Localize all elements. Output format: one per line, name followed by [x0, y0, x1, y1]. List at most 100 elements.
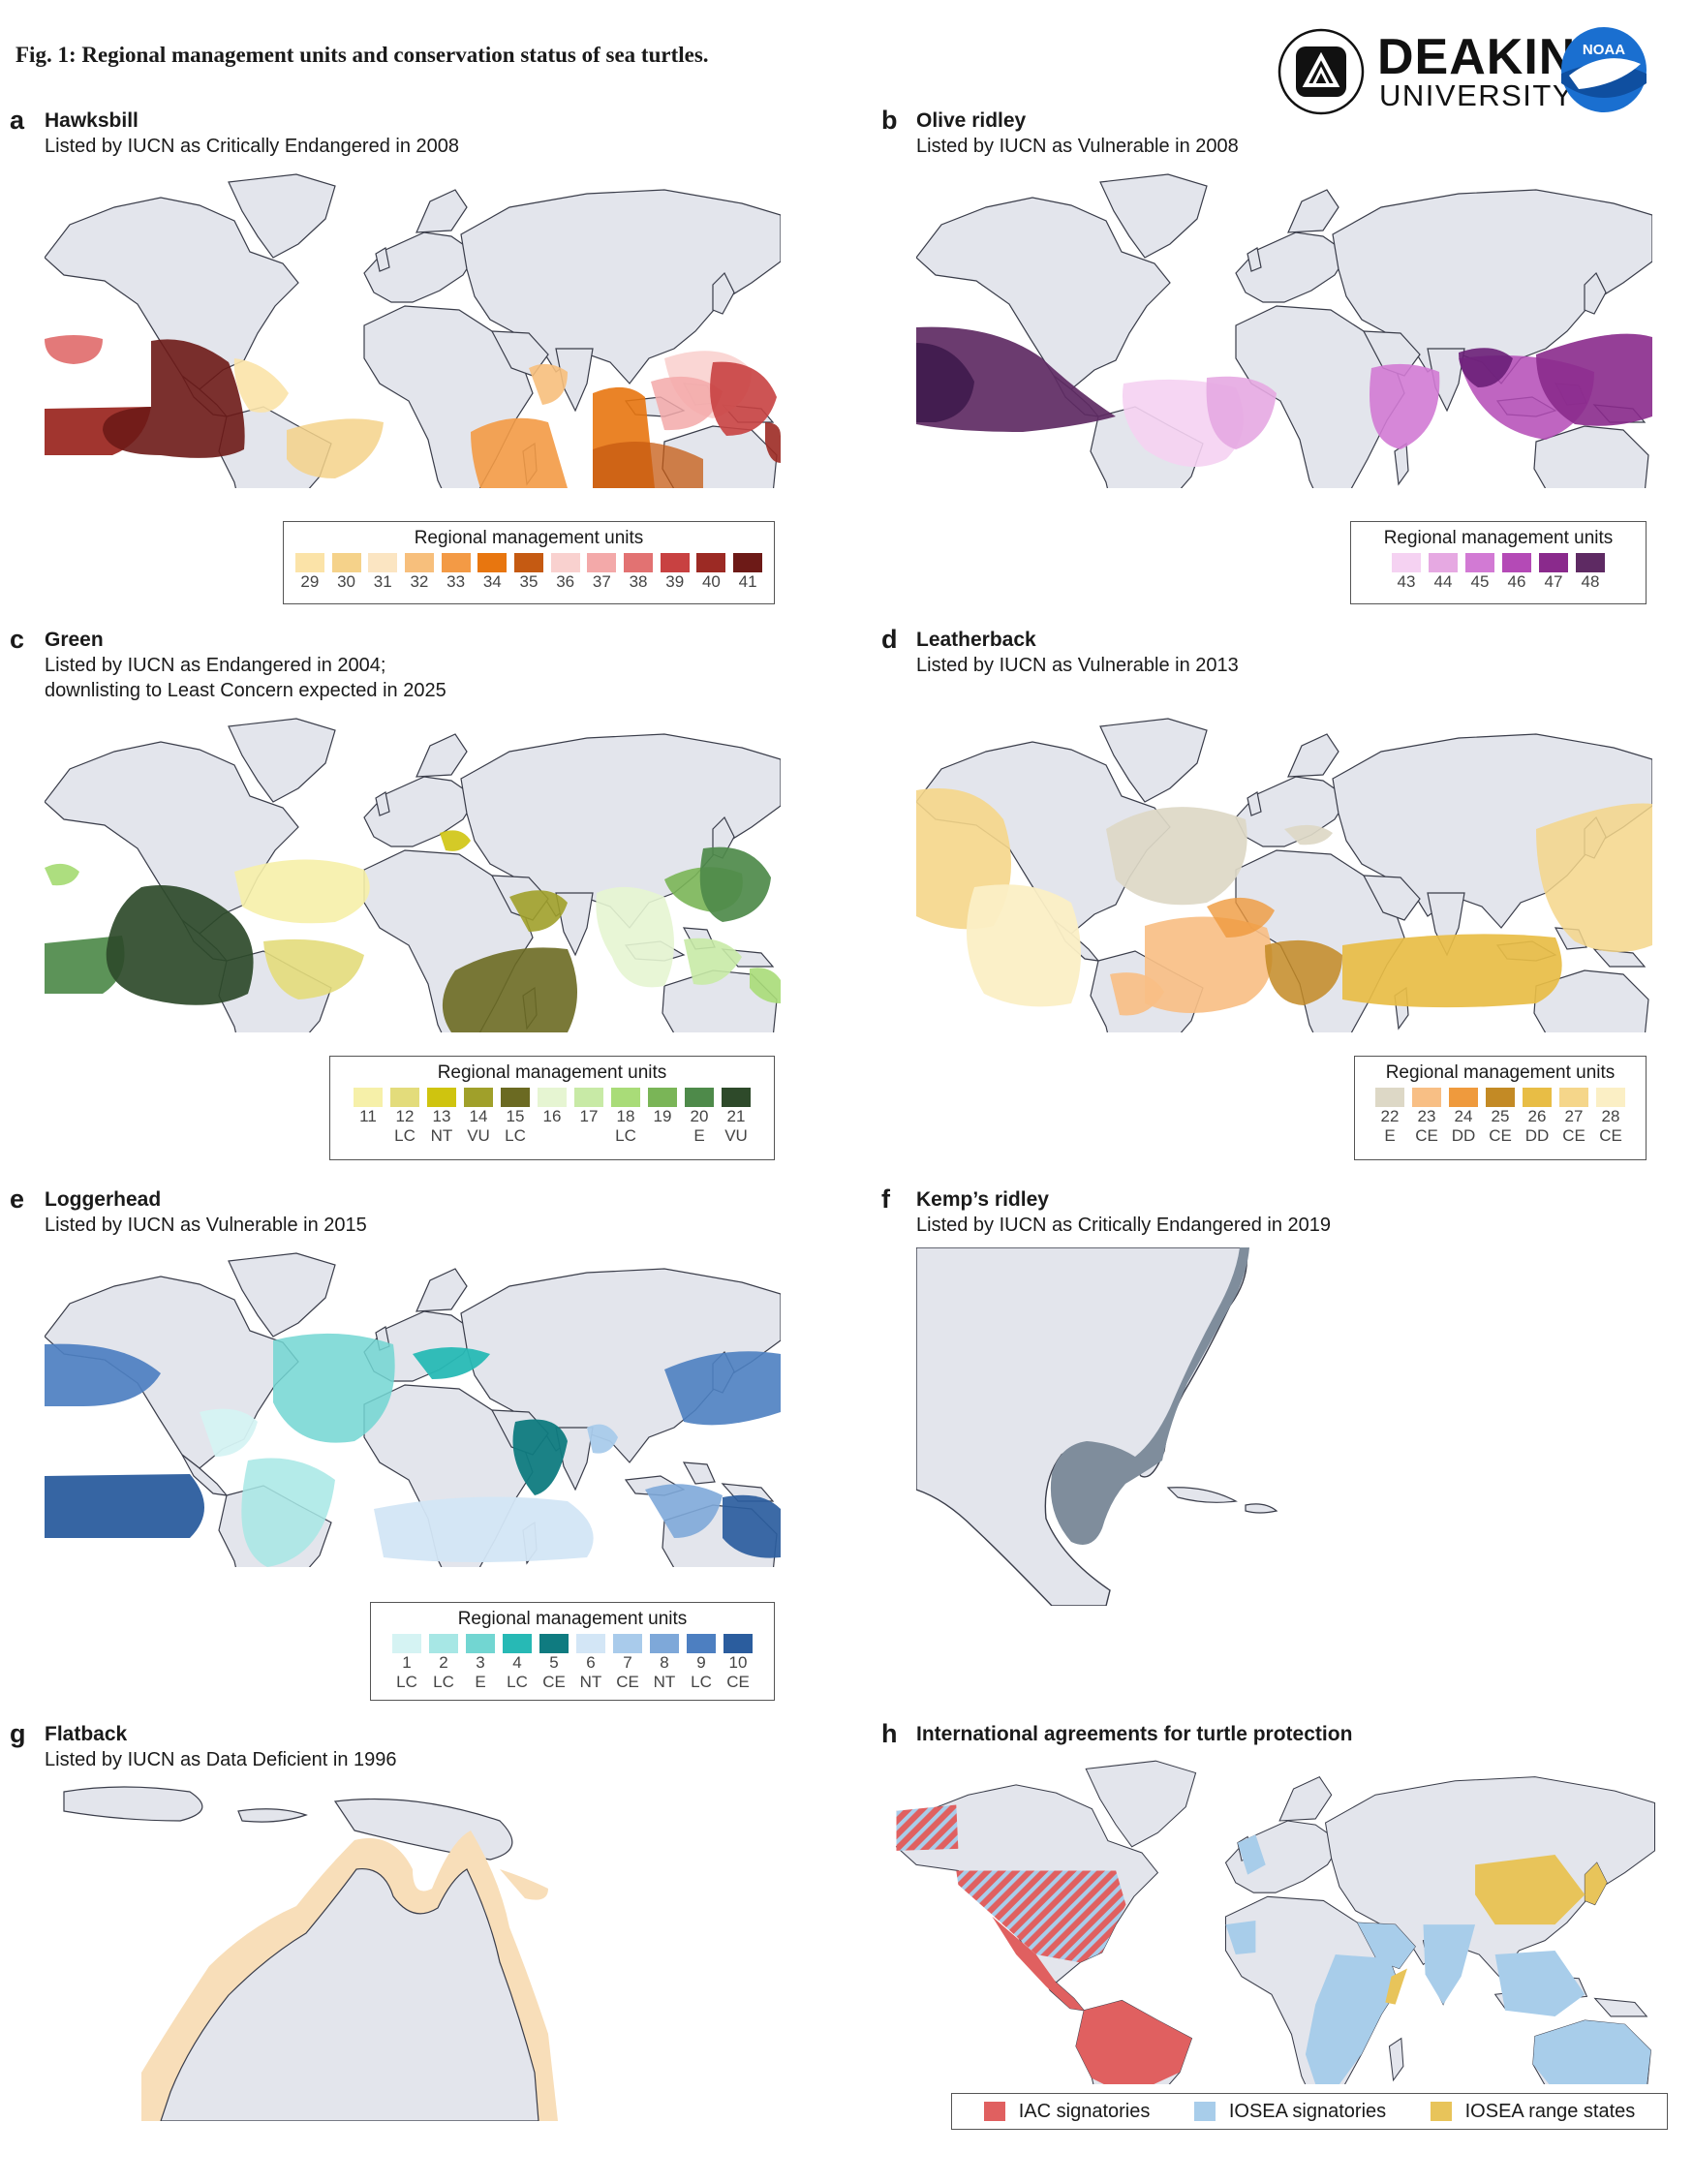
legend-unit-status: CE: [1415, 1126, 1438, 1145]
legend-swatch-4: [503, 1634, 532, 1653]
legend-h-swatch-iosea: [1193, 2102, 1216, 2121]
rmu-12: [263, 938, 364, 1000]
region-europe: [1237, 1834, 1266, 1875]
map-leatherback-svg: [916, 718, 1652, 1032]
legend-b-row: 43 44 45 46 47 48: [1361, 553, 1636, 592]
legend-unit-number: 34: [482, 572, 502, 591]
legend-swatch-2: [429, 1634, 458, 1653]
legend-swatch-10: [723, 1634, 753, 1653]
legend-unit-status: DD: [1524, 1126, 1550, 1145]
legend-unit-status: LC: [691, 1673, 712, 1691]
legend-unit-number: 15: [506, 1107, 525, 1125]
panel-h-label: h: [881, 1719, 898, 1748]
legend-unit-number: 5: [549, 1653, 559, 1672]
rmu-16: [596, 886, 674, 988]
legend-unit-status: CE: [1599, 1126, 1622, 1145]
legend-swatch-19: [648, 1088, 677, 1107]
map-agreements-svg: [895, 1760, 1656, 2084]
legend-unit-number: 40: [701, 572, 721, 591]
legend-a: Regional management units 29 30 31 32 33 34 35…: [283, 521, 775, 604]
rmu-47b: [1459, 348, 1513, 387]
country-usa: [956, 1870, 1126, 1963]
legend-swatch-7: [613, 1634, 642, 1653]
legend-unit-number: 36: [556, 572, 575, 591]
legend-key-20: 20 E: [683, 1088, 716, 1146]
rmu-25: [1265, 939, 1342, 1005]
noaa-text: NOAA: [1583, 42, 1625, 58]
legend-swatch-3: [466, 1634, 495, 1653]
legend-unit-number: 3: [476, 1653, 485, 1672]
panel-c-subtitle: Listed by IUCN as Endangered in 2004;: [45, 655, 386, 676]
legend-swatch-43: [1392, 553, 1421, 572]
legend-key-4: 4 LC: [501, 1634, 534, 1692]
legend-key-35: 35: [512, 553, 545, 592]
legend-unit-status: NT: [430, 1126, 453, 1145]
panel-a: a Hawksbill Listed by IUCN as Critically…: [10, 107, 781, 610]
land-cuba: [1166, 1487, 1238, 1503]
rmu-30: [287, 418, 384, 478]
legend-swatch-39: [660, 553, 690, 572]
panel-a-name: Hawksbill: [45, 109, 139, 132]
legend-h-label-iac: IAC signatories: [1018, 2100, 1151, 2122]
legend-key-8: 8 NT: [648, 1634, 681, 1692]
panel-e: e Loggerhead Listed by IUCN as Vulnerabl…: [10, 1185, 781, 1707]
legend-h-label-iosea: IOSEA signatories: [1228, 2100, 1387, 2122]
legend-swatch-23: [1412, 1088, 1441, 1107]
panel-b: b Olive ridley Listed by IUCN as Vulnera…: [881, 107, 1652, 610]
legend-unit-number: 12: [395, 1107, 415, 1125]
legend-key-48: 48: [1574, 553, 1607, 592]
legend-key-46: 46: [1500, 553, 1533, 592]
rmu-5: [512, 1419, 568, 1495]
legend-e-title: Regional management units: [457, 1609, 688, 1629]
legend-swatch-37: [587, 553, 617, 572]
rmu-18b: [750, 968, 781, 1003]
legend-swatch-5: [539, 1634, 569, 1653]
rmu-1: [200, 1408, 258, 1457]
legend-unit-status: VU: [467, 1126, 490, 1145]
region-australia: [1532, 2020, 1651, 2084]
legend-unit-number: 21: [726, 1107, 746, 1125]
legend-unit-status: LC: [433, 1673, 454, 1691]
rmu-17: [684, 938, 742, 985]
legend-swatch-24: [1449, 1088, 1478, 1107]
rmu-47: [1536, 333, 1652, 426]
legend-a-row: 29 30 31 32 33 34 35 36 37 38 39 40 41: [293, 553, 764, 592]
legend-key-27: 27 CE: [1557, 1088, 1590, 1146]
legend-swatch-28: [1596, 1088, 1625, 1107]
rmu-23: [1145, 916, 1273, 1013]
panel-d: d Leatherback Listed by IUCN as Vulnerab…: [881, 626, 1652, 1164]
panel-f-name: Kemp’s ridley: [916, 1188, 1049, 1211]
legend-e: Regional management units 1 LC 2 LC 3 E 4 LC 5 CE…: [370, 1602, 775, 1701]
legend-swatch-27: [1559, 1088, 1588, 1107]
panel-c: c Green Listed by IUCN as Endangered in …: [10, 626, 781, 1164]
panel-b-subtitle: Listed by IUCN as Vulnerable in 2008: [916, 136, 1239, 157]
legend-unit-status: E: [1384, 1126, 1396, 1145]
legend-key-15: 15 LC: [499, 1088, 532, 1146]
rmu-18: [45, 863, 79, 886]
rmu-3: [273, 1333, 395, 1443]
legend-unit-status: CE: [542, 1673, 566, 1691]
legend-key-5: 5 CE: [538, 1634, 570, 1692]
legend-unit-number: 10: [728, 1653, 748, 1672]
panel-f-label: f: [881, 1184, 890, 1214]
legend-h-item-iosea: IOSEA signatories: [1193, 2100, 1387, 2123]
panel-g: g Flatback Listed by IUCN as Data Defici…: [10, 1720, 775, 2146]
rmu-28: [967, 884, 1081, 1007]
legend-h-item-range: IOSEA range states: [1430, 2101, 1635, 2123]
legend-key-36: 36: [549, 553, 582, 592]
region-east-africa: [1305, 1954, 1400, 2084]
rmu-22: [1106, 807, 1247, 906]
legend-key-44: 44: [1427, 553, 1460, 592]
legend-h-swatch-range: [1430, 2102, 1452, 2121]
map-green: [45, 713, 781, 1032]
legend-unit-number: 33: [446, 572, 466, 591]
legend-swatch-1: [392, 1634, 421, 1653]
legend-c-row: 11 12 LC 13 NT 14 VU 15 LC 16 17 18 LC 19 20 E 21 VU: [340, 1088, 764, 1146]
legend-unit-status: CE: [616, 1673, 639, 1691]
legend-swatch-30: [331, 553, 361, 572]
map-olive-ridley: [916, 169, 1652, 488]
legend-swatch-15: [501, 1088, 530, 1107]
legend-unit-status: CE: [1489, 1126, 1512, 1145]
legend-unit-number: 38: [629, 572, 648, 591]
legend-unit-status: LC: [394, 1126, 416, 1145]
